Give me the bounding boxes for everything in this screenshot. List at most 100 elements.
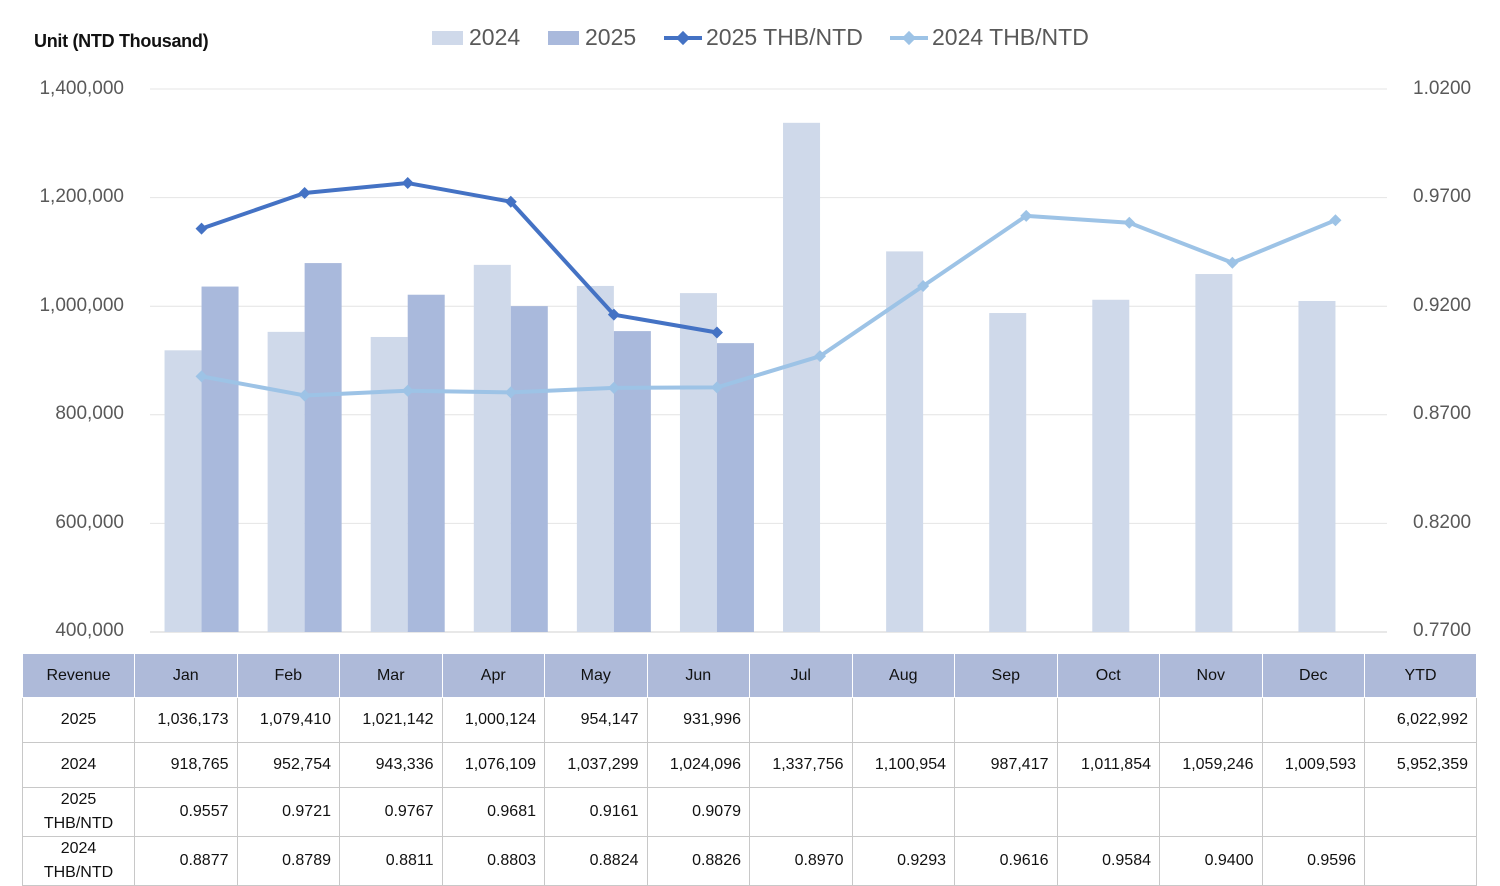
table-cell: 0.8824 <box>544 836 648 886</box>
table-cell <box>1159 787 1263 837</box>
table-cell: 1,100,954 <box>851 742 955 788</box>
table-header-cell: May <box>544 653 648 698</box>
bar-2024-oct <box>1092 299 1130 632</box>
table-cell <box>851 787 955 837</box>
table-cell: 952,754 <box>236 742 340 788</box>
point-2024-thb-ntd-mar <box>401 384 414 397</box>
point-2025-thb-ntd-apr <box>504 195 517 208</box>
right-axis-tick: 1.0200 <box>1413 78 1472 99</box>
point-2024-thb-ntd-sep <box>1020 209 1033 222</box>
table-cell <box>749 697 853 743</box>
bar-2025-jun <box>716 343 754 632</box>
table-header-cell: Dec <box>1261 653 1365 698</box>
point-2025-thb-ntd-feb <box>298 187 311 200</box>
table-cell: 0.9681 <box>441 787 545 837</box>
legend-label-2025-thb-ntd: 2025 THB/NTD <box>706 24 863 50</box>
right-axis-tick: 0.8700 <box>1413 403 1472 424</box>
right-axis-tick: 0.7700 <box>1413 620 1472 641</box>
table-row-label: 2024 <box>22 742 135 788</box>
table-row-label: 2025 THB/NTD <box>22 787 135 837</box>
table-cell <box>1364 787 1477 837</box>
line-2024-thb-ntd <box>201 213 1337 398</box>
table-cell <box>954 787 1058 837</box>
bar-2024-mar <box>370 336 408 632</box>
table-cell <box>1056 697 1160 743</box>
row-label-line: THB/NTD <box>43 864 114 881</box>
table-cell: 987,417 <box>954 742 1058 788</box>
table-row-2025-thb-ntd: 2025 THB/NTD 0.9557 0.9721 0.9767 0.9681… <box>22 787 1477 837</box>
point-2024-thb-ntd-dec <box>1329 214 1342 227</box>
left-axis-tick: 1,200,000 <box>39 186 124 207</box>
left-axis-tick: 400,000 <box>55 620 124 641</box>
table-cell: 0.8826 <box>646 836 750 886</box>
table-row-2024-thb-ntd: 2024 THB/NTD 0.8877 0.8789 0.8811 0.8803… <box>22 836 1477 886</box>
point-2025-thb-ntd-mar <box>401 177 414 190</box>
table-cell <box>851 697 955 743</box>
legend-item-2025-thb-ntd: 2025 THB/NTD <box>664 24 863 51</box>
legend-item-2024: 2024 <box>432 24 520 51</box>
table-cell: 1,024,096 <box>646 742 750 788</box>
table-cell <box>1261 697 1365 743</box>
unit-label: Unit (NTD Thousand) <box>34 31 209 51</box>
table-header-cell: Nov <box>1159 653 1263 698</box>
point-2024-thb-ntd-jul <box>814 350 827 363</box>
legend-swatch-2024 <box>432 30 463 45</box>
point-2024-thb-ntd-oct <box>1123 216 1136 229</box>
bar-2024-jul <box>783 122 821 632</box>
point-2024-thb-ntd-feb <box>298 389 311 402</box>
table-cell <box>1159 697 1263 743</box>
table-cell <box>954 697 1058 743</box>
table-cell: 0.9557 <box>134 787 238 837</box>
point-2024-thb-ntd-aug <box>917 280 930 293</box>
legend-label-2024-thb-ntd: 2024 THB/NTD <box>932 24 1089 50</box>
table-cell: 0.9400 <box>1159 836 1263 886</box>
right-axis-tick: 0.9200 <box>1413 295 1472 316</box>
row-label-line: THB/NTD <box>43 815 114 832</box>
right-axis-tick: 0.8200 <box>1413 512 1472 533</box>
table-header-cell: YTD <box>1364 653 1477 698</box>
table-cell: 0.9596 <box>1261 836 1365 886</box>
table-cell: 1,000,124 <box>441 697 545 743</box>
table-header-cell: Revenue <box>22 653 135 698</box>
bar-2024-dec <box>1298 300 1336 632</box>
bar-2024-nov <box>1195 274 1233 632</box>
table-cell: 943,336 <box>339 742 443 788</box>
bar-2024-may <box>576 285 614 632</box>
lines <box>195 177 1342 402</box>
table-cell: 1,036,173 <box>134 697 238 743</box>
table-cell: 0.9293 <box>851 836 955 886</box>
row-label-line: 2024 <box>60 840 97 857</box>
table-cell: 918,765 <box>134 742 238 788</box>
table-cell: 1,021,142 <box>339 697 443 743</box>
point-2024-thb-ntd-may <box>607 381 620 394</box>
table-header-cell: Mar <box>339 653 443 698</box>
table-row-label: 2025 <box>22 697 135 743</box>
table-cell: 0.9161 <box>544 787 648 837</box>
table-cell: 931,996 <box>646 697 750 743</box>
table-header-cell: Apr <box>441 653 545 698</box>
table-row-label: 2024 THB/NTD <box>22 836 135 886</box>
table-cell <box>1056 787 1160 837</box>
revenue-data-table: Revenue Jan Feb Mar Apr May Jun Jul Aug … <box>22 653 1477 886</box>
table-header-cell: Sep <box>954 653 1058 698</box>
bar-2024-aug <box>886 251 924 633</box>
point-2024-thb-ntd-jun <box>710 381 723 394</box>
bar-2024-sep <box>989 313 1027 632</box>
bar-2025-jan <box>201 286 239 632</box>
table-header-cell: Aug <box>851 653 955 698</box>
table-row-2024: 2024 918,765 952,754 943,336 1,076,109 1… <box>22 742 1477 788</box>
table-header-cell: Oct <box>1056 653 1160 698</box>
table-header-row: Revenue Jan Feb Mar Apr May Jun Jul Aug … <box>22 653 1477 698</box>
table-cell: 1,337,756 <box>749 742 853 788</box>
bar-2024-apr <box>473 264 511 632</box>
point-2025-thb-ntd-jan <box>195 222 208 235</box>
bars <box>164 122 1336 633</box>
legend-label-2025: 2025 <box>585 24 637 50</box>
right-axis-tick: 0.9700 <box>1413 186 1472 207</box>
table-cell: 1,011,854 <box>1056 742 1160 788</box>
legend-swatch-2025-thb-ntd <box>664 30 702 45</box>
table-cell: 1,009,593 <box>1261 742 1365 788</box>
table-cell: 1,059,246 <box>1159 742 1263 788</box>
table-cell: 0.8789 <box>236 836 340 886</box>
bar-2025-may <box>613 331 651 632</box>
